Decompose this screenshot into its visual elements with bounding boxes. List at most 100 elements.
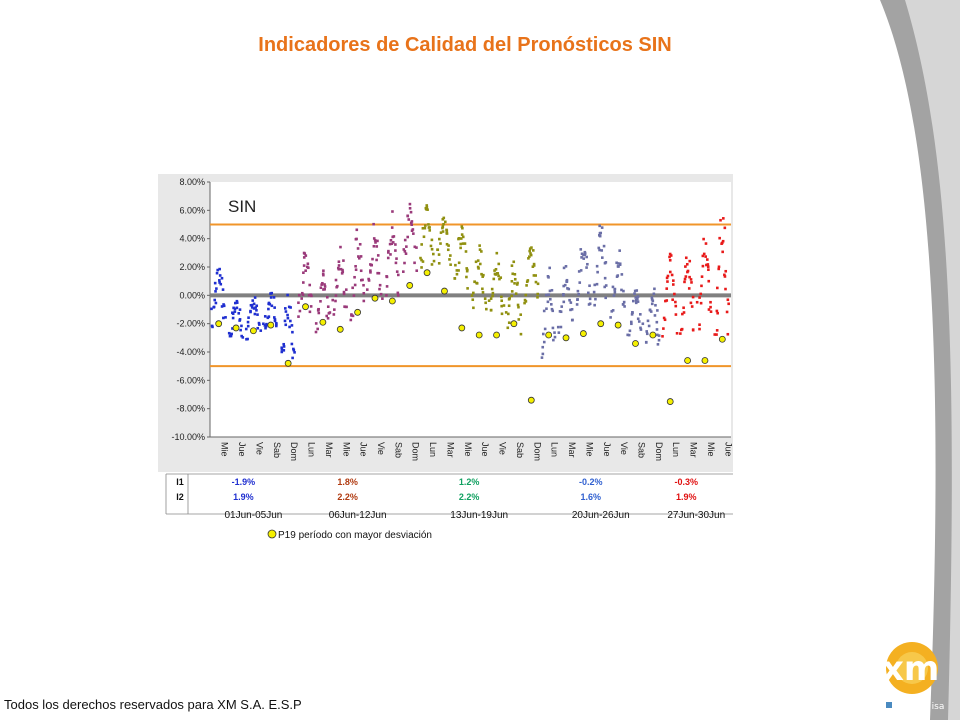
data-point [487, 299, 491, 302]
data-point [394, 243, 397, 246]
data-point [403, 261, 406, 265]
data-point [655, 328, 659, 331]
indicator-i1-value: -1.9% [232, 477, 256, 487]
data-point [481, 275, 484, 278]
data-point [532, 274, 536, 277]
data-point [707, 268, 710, 271]
data-point [365, 288, 369, 291]
data-point [480, 250, 483, 253]
data-point [422, 235, 426, 239]
data-point [528, 249, 531, 253]
data-point [250, 306, 254, 309]
data-point [403, 250, 407, 253]
data-point [576, 289, 580, 293]
x-day-label: Jue [602, 442, 612, 457]
logo-tagline: filial de isa [896, 702, 944, 712]
row-label-i1: I1 [176, 477, 184, 487]
data-point [461, 235, 465, 239]
data-point [439, 231, 443, 234]
data-point [410, 223, 414, 226]
data-point [389, 239, 393, 242]
data-point [616, 274, 620, 277]
data-point [626, 333, 629, 337]
data-point [603, 285, 607, 289]
data-point [412, 232, 415, 235]
data-point [566, 287, 569, 290]
data-point [221, 288, 225, 291]
data-point [214, 301, 218, 305]
data-point [337, 264, 341, 267]
data-point [231, 316, 235, 320]
data-point [350, 313, 353, 316]
period-label: 27Jun-30Jun [667, 510, 725, 521]
data-point [627, 333, 631, 337]
data-point [565, 280, 569, 284]
data-point [323, 283, 326, 286]
data-point [636, 300, 640, 303]
data-point [653, 314, 657, 317]
data-point [460, 233, 464, 236]
data-point [220, 305, 224, 308]
data-point [376, 239, 379, 243]
data-point [317, 311, 321, 315]
data-point [542, 340, 546, 344]
data-point [388, 242, 392, 246]
data-point [516, 303, 520, 307]
data-point [668, 270, 672, 274]
data-point [493, 269, 496, 272]
data-point [523, 301, 526, 305]
data-point [540, 356, 544, 359]
x-day-label: Jue [359, 442, 369, 457]
data-point [249, 309, 252, 313]
data-point [408, 202, 412, 206]
data-point [600, 226, 604, 229]
data-point [231, 327, 234, 330]
data-point [415, 246, 418, 249]
data-point [563, 283, 567, 287]
data-point [500, 312, 504, 316]
data-point [492, 277, 496, 281]
data-point [267, 301, 271, 305]
data-point [723, 275, 727, 278]
data-point [322, 269, 325, 273]
data-point [476, 265, 480, 269]
data-point [547, 293, 550, 296]
data-point [689, 301, 693, 305]
data-point [284, 310, 288, 313]
data-point [541, 332, 545, 336]
data-point [429, 244, 433, 248]
data-point [273, 319, 277, 323]
data-point [628, 329, 632, 333]
data-point [635, 289, 639, 292]
data-point [359, 269, 363, 273]
data-point [355, 237, 358, 241]
data-point [576, 298, 579, 301]
data-point [510, 294, 513, 298]
data-point [701, 254, 705, 258]
data-point [564, 265, 568, 268]
data-point [596, 270, 599, 274]
data-point [549, 297, 552, 301]
data-point [411, 228, 415, 231]
data-point [331, 298, 335, 302]
data-point [548, 266, 551, 270]
data-point [674, 313, 678, 316]
data-point [355, 228, 359, 232]
data-point [524, 300, 528, 303]
data-point [656, 333, 659, 337]
data-point [232, 306, 235, 310]
data-point [378, 283, 382, 287]
data-point [529, 252, 532, 255]
data-point [426, 208, 429, 211]
data-point [599, 231, 603, 235]
data-point [706, 265, 710, 269]
data-point [457, 237, 461, 240]
data-point [445, 229, 449, 232]
data-point [721, 250, 724, 254]
data-point [459, 237, 463, 240]
p19-marker [684, 357, 691, 364]
data-point [500, 295, 503, 299]
data-point [722, 217, 725, 220]
indicator-i2-value: 1.9% [676, 492, 697, 502]
data-point [459, 246, 462, 250]
